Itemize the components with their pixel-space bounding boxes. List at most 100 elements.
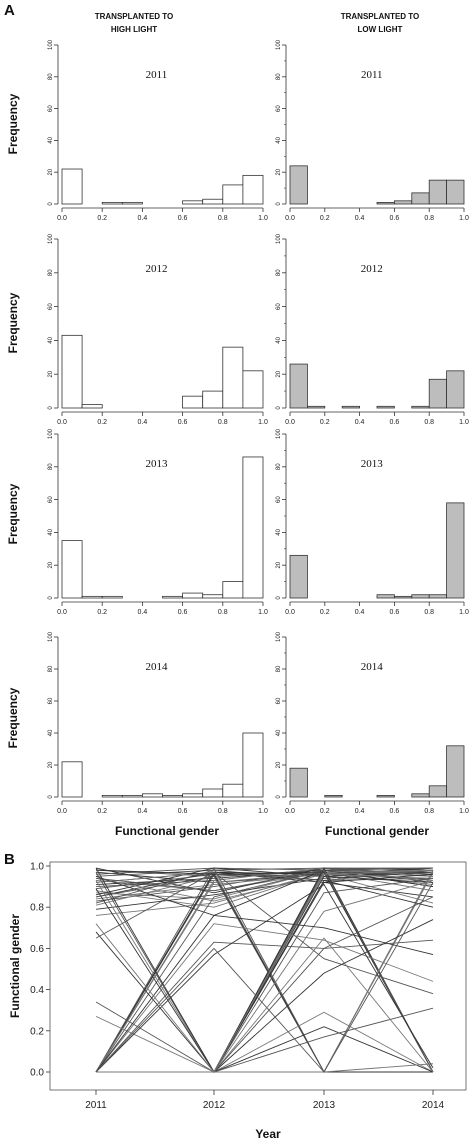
x-tick-label: 0.8 [424, 419, 434, 426]
x-tick-label: 0.4 [355, 215, 365, 222]
y-tick-label: 20 [276, 761, 282, 768]
series-line [95, 883, 434, 1073]
x-tick-label: 0.2 [97, 215, 107, 222]
hist-2012-low: 0 20 40 60 80 100 0.0 0.2 0.4 0.6 0.8 1.0 2012 [276, 233, 469, 426]
bar [242, 174, 264, 205]
panel-b-x-label: Year [255, 1127, 281, 1141]
hist-2012-high: 0 20 40 60 80 100 0.0 0.2 0.4 0.6 0.8 1.0 2012 [48, 233, 268, 426]
bar [162, 595, 184, 599]
bar [202, 594, 224, 599]
x-tick-label: 1.0 [258, 609, 268, 616]
y-tick-label: 100 [48, 428, 54, 439]
series-line [95, 869, 434, 1073]
x-tick-label: 1.0 [258, 215, 268, 222]
x-label-high: Functional gender [115, 824, 219, 838]
x-tick-label: 0.6 [178, 808, 188, 815]
hist-year-title: 2014 [145, 661, 168, 673]
bar [376, 202, 395, 205]
series-line [95, 914, 434, 1073]
x-tick-label: 0.0 [57, 808, 67, 815]
x-tick-label: 0.4 [355, 609, 365, 616]
bar [376, 405, 395, 409]
bar [121, 202, 143, 205]
bar [61, 334, 83, 409]
x-tick-label: 0.6 [390, 609, 400, 616]
series-line [96, 1026, 434, 1073]
bar [376, 795, 395, 798]
col-title-high-line2: HIGH LIGHT [111, 25, 157, 34]
hist-year-title: 2012 [361, 263, 383, 275]
y-tick-label: 20 [48, 561, 54, 568]
bar [101, 202, 123, 205]
x-tick-label: 0.4 [138, 419, 148, 426]
hist-year-title: 2011 [146, 69, 168, 81]
y-tick-label: 100 [276, 428, 282, 439]
x-tick-label: 0.6 [390, 215, 400, 222]
y-label-row-1: Frequency [6, 93, 20, 154]
panel-a-label: A [4, 2, 15, 19]
x-tick-label: 1.0 [459, 419, 469, 426]
bar [446, 370, 465, 409]
hist-2011-high: 0 20 40 60 80 100 0.0 0.2 0.4 0.6 0.8 1.0 2011 [48, 39, 268, 222]
bar [182, 592, 204, 599]
series-line [95, 867, 434, 896]
hist-year-title: 2013 [145, 458, 168, 470]
x-tick-label: 0.6 [390, 808, 400, 815]
y-tick-label: 60 [48, 105, 54, 112]
bar [306, 405, 326, 409]
y-tick-label: 80 [48, 269, 54, 276]
x-tick-label: 0.0 [57, 215, 67, 222]
bar [222, 581, 244, 599]
series-line [95, 877, 434, 1073]
y-tick-label: 20 [48, 761, 54, 768]
x-tick-label: 0.2 [97, 609, 107, 616]
x-tick-label: 2012 [203, 1100, 226, 1111]
bar [341, 405, 361, 409]
series-line [95, 869, 434, 1073]
y-tick-label: 40 [276, 336, 282, 343]
bar [446, 745, 465, 798]
bar [411, 192, 430, 205]
y-tick-label: 80 [48, 463, 54, 470]
y-tick-label: 0 [48, 795, 54, 799]
series-line [95, 873, 433, 1073]
x-tick-label: 0.4 [138, 609, 148, 616]
bar [428, 378, 448, 409]
y-tick-label: 40 [276, 729, 282, 736]
bar [393, 595, 413, 599]
y-tick-label: 0 [276, 795, 282, 799]
x-tick-label: 0.0 [57, 419, 67, 426]
x-tick-label: 1.0 [459, 609, 469, 616]
y-tick-label: 40 [48, 336, 54, 343]
x-tick-label: 0.6 [178, 609, 188, 616]
y-tick-label: 20 [48, 370, 54, 377]
bar [393, 200, 413, 205]
y-tick-label: 100 [276, 39, 282, 50]
y-tick-label: 40 [48, 729, 54, 736]
bar [289, 363, 308, 409]
col-title-low-line2: LOW LIGHT [358, 25, 403, 34]
bar [202, 198, 224, 205]
x-tick-label: 0.8 [218, 609, 228, 616]
x-tick-label: 0.0 [285, 808, 295, 815]
x-tick-label: 0.0 [285, 215, 295, 222]
y-tick-label: 0 [276, 202, 282, 206]
series-line [95, 867, 434, 1073]
x-tick-label: 0.8 [424, 215, 434, 222]
y-tick-label: 100 [48, 39, 54, 50]
x-tick-label: 1.0 [258, 808, 268, 815]
y-tick-label: 40 [276, 136, 282, 143]
x-tick-label: 0.2 [320, 215, 330, 222]
x-tick-label: 0.2 [320, 419, 330, 426]
series-line [95, 873, 434, 1073]
bar [376, 594, 395, 599]
panel-b-y-label: Functional gender [8, 914, 22, 1018]
series-line [95, 882, 434, 1073]
y-tick-label: 40 [276, 528, 282, 535]
bar [222, 783, 244, 798]
x-tick-label: 0.0 [285, 419, 295, 426]
bar [202, 390, 224, 409]
x-tick-label: 0.4 [355, 808, 365, 815]
hist-2014-high: 0 20 40 60 80 100 0.0 0.2 0.4 0.6 0.8 1.0 2014 [48, 631, 268, 815]
